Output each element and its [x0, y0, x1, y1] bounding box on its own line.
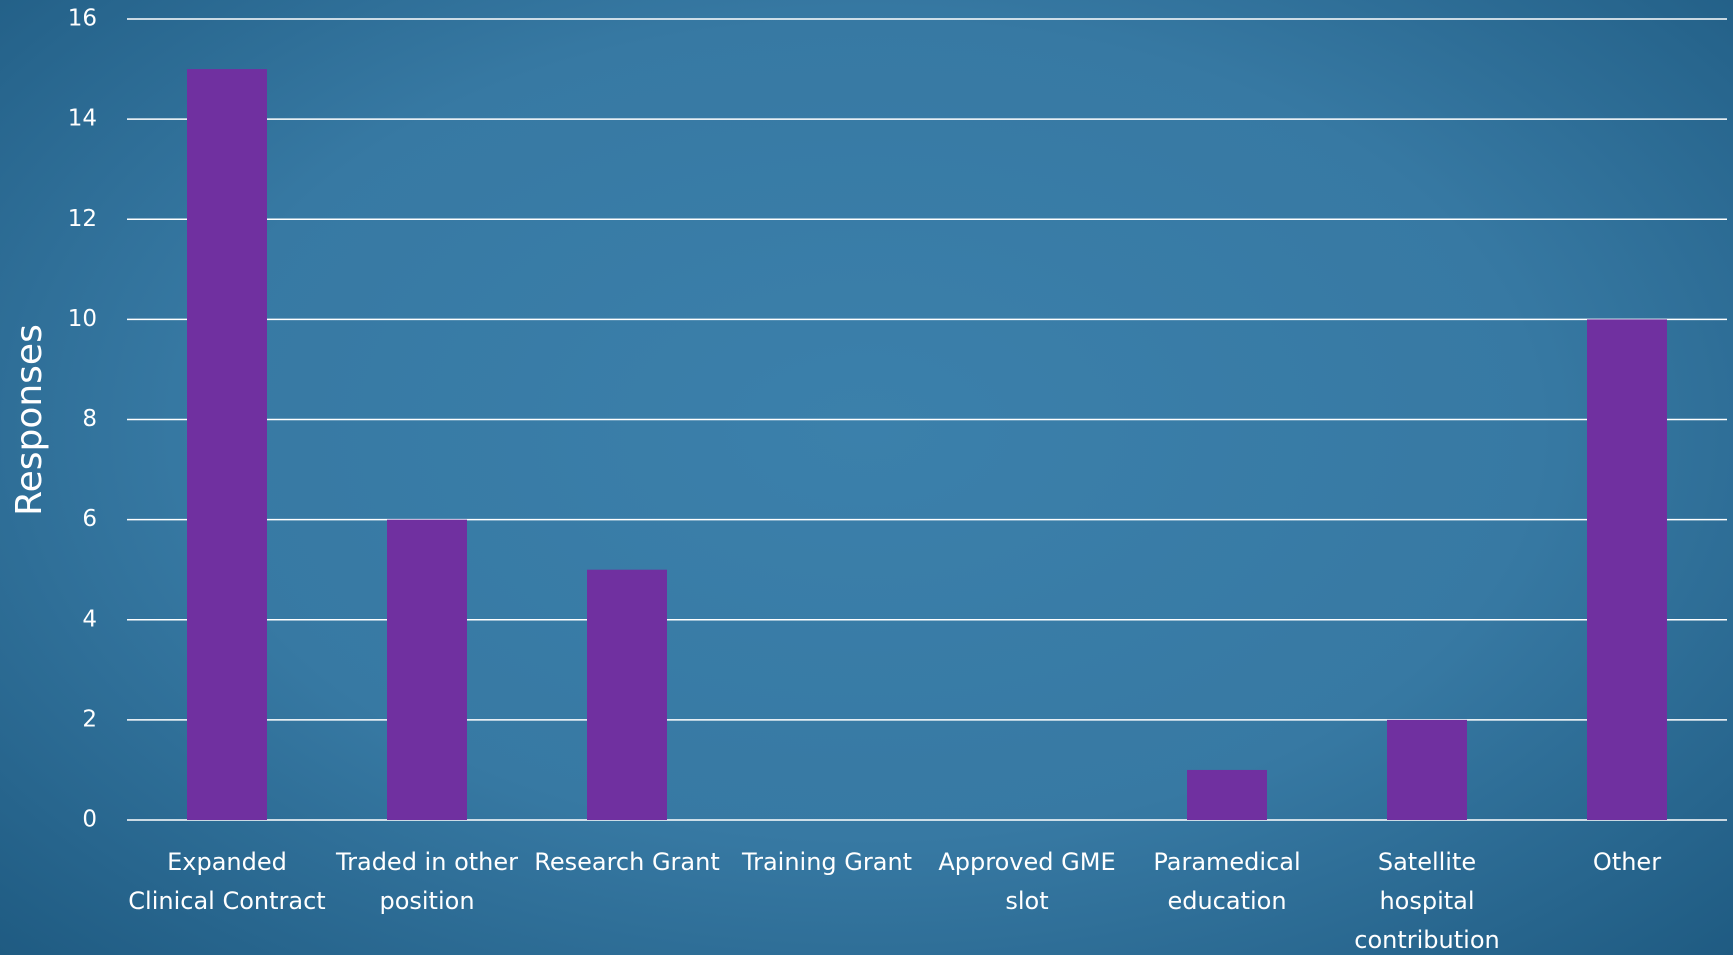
- y-tick-label: 2: [82, 706, 97, 732]
- bar: [1387, 719, 1467, 820]
- x-tick-label: Satellite hospital contribution: [1354, 848, 1500, 954]
- x-tick-label: Other: [1592, 848, 1662, 876]
- y-tick-label: 16: [68, 6, 97, 32]
- x-tick-label: Paramedical education: [1153, 848, 1301, 915]
- y-tick-label: 14: [68, 106, 97, 132]
- x-tick-label: Training Grant: [741, 848, 913, 876]
- bar: [587, 569, 667, 820]
- y-tick-label: 6: [82, 506, 97, 532]
- x-tick-label: Research Grant: [534, 848, 720, 876]
- x-tick-label: Approved GME slot: [938, 848, 1116, 915]
- y-tick-label: 10: [68, 306, 97, 332]
- bar: [387, 519, 467, 820]
- y-tick-label: 12: [68, 206, 97, 232]
- y-axis-label: Responses: [9, 324, 50, 516]
- y-tick-label: 8: [82, 406, 97, 432]
- y-tick-label: 4: [82, 606, 97, 632]
- bar: [1587, 319, 1667, 820]
- x-tick-label: Traded in other position: [335, 848, 518, 915]
- bar: [1187, 769, 1267, 820]
- bar: [187, 69, 267, 820]
- y-tick-label: 0: [82, 807, 97, 833]
- x-tick-label: Expanded Clinical Contract: [128, 848, 326, 915]
